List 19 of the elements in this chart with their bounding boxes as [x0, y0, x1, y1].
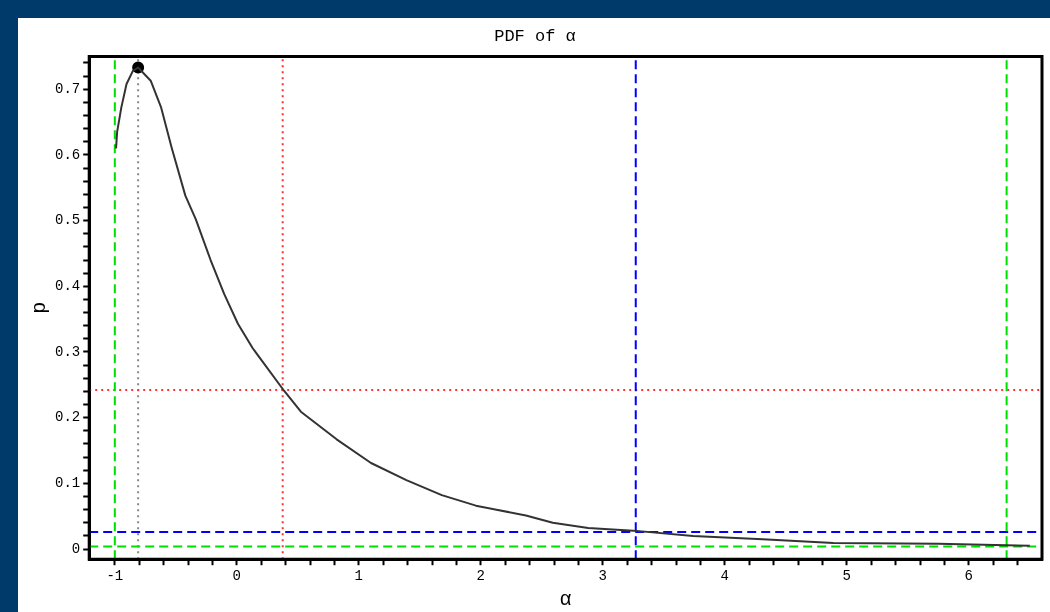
y-tick-label: 0.5 [54, 212, 81, 229]
x-tick-label: 4 [720, 568, 730, 585]
y-tick-label: 0.7 [54, 80, 81, 97]
x-tick-label: 1 [354, 568, 364, 585]
x-tick-label: 0 [232, 568, 242, 585]
x-axis-title: α [559, 588, 572, 612]
chart-title: PDF of α [494, 26, 576, 46]
y-tick-label: 0.1 [54, 475, 81, 492]
y-tick-label: 0.3 [54, 343, 81, 360]
x-tick-label: 3 [598, 568, 608, 585]
x-tick-label: -1 [106, 568, 124, 585]
x-tick-label: 6 [964, 568, 974, 585]
y-tick-label: 0 [71, 540, 81, 557]
y-tick-label: 0.4 [54, 277, 81, 294]
y-axis-title: p [28, 301, 52, 314]
y-tick-label: 0.6 [54, 146, 81, 163]
x-tick-label: 2 [476, 568, 486, 585]
x-tick-label: 5 [842, 568, 852, 585]
y-tick-label: 0.2 [54, 409, 81, 426]
